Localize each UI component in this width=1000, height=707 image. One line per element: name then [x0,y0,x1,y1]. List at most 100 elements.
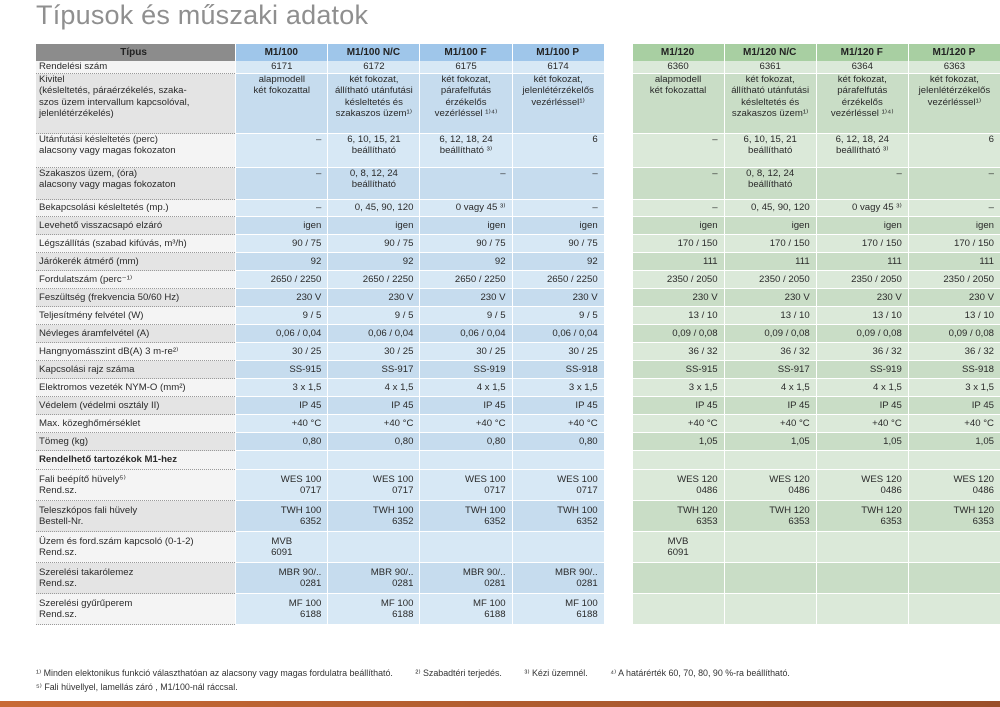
value-cell: +40 °C [907,415,1000,433]
value-cell: 0, 45, 90, 120 [723,200,816,217]
value-text: 13 / 10 [872,309,902,321]
value-cell: 0,09 / 0,08 [631,325,724,343]
value-text: 2650 / 2250 [270,273,322,285]
value-text: SS-918 [565,363,598,375]
value-cell: SS-918 [907,361,1000,379]
value-text: 170 / 150 [953,237,994,249]
value-cell: 2350 / 2050 [907,271,1000,289]
value-text: 111 [979,255,994,267]
value-cell: 0,80 [511,433,604,451]
value-text: vezérléssel¹⁾ [927,96,982,108]
row-label-text: Járókerék átmérő (mm) [39,255,139,267]
value-cell: 36 / 32 [631,343,724,361]
value-cell [631,451,724,470]
value-cell: két fokozat, párafelfutás érzékelős vezérlé… [815,74,908,134]
row-label: Rendelési szám [36,61,236,74]
value-cell: 0,06 / 0,04 [419,325,512,343]
row-label: Szakaszos üzem, (óra) alacsony vagy magas… [36,168,236,200]
value-cell: igen [723,217,816,235]
table-row: Szakaszos üzem, (óra) alacsony vagy magas… [36,168,1000,200]
value-cell [907,532,1000,563]
value-text: 9 / 5 [578,309,598,321]
value-cell: 6363 [907,61,1000,74]
value-text: IP 45 [391,399,414,411]
value-text: 36 / 32 [964,345,994,357]
row-label-text: Teleszkópos fali hüvely [39,504,138,516]
value-text: WES 120 [769,473,810,485]
value-cell: 92 [419,253,512,271]
value-text: 230 V [480,291,506,303]
table-row: Elektromos vezeték NYM-O (mm²) 3 x 1,5 4 x… [36,379,1000,397]
model-header: M1/100 N/C [327,44,420,61]
table-row: Üzem és ford.szám kapcsoló (0-1-2) Rend.s… [36,532,1000,563]
value-cell: – [631,168,724,200]
value-cell: +40 °C [419,415,512,433]
value-cell: igen [815,217,908,235]
value-text: 92 [586,255,598,267]
value-cell: 0,80 [235,433,328,451]
value-text: 0,80 [486,435,506,447]
column-gap [603,74,632,134]
row-label: Max. közeghőmérséklet [36,415,236,433]
value-text: 6352 [576,516,598,527]
value-text: 6, 10, 15, 21 [347,134,401,145]
value-text: 2650 / 2250 [454,273,506,285]
value-cell: 6, 12, 18, 24 beállítható ³⁾ [815,134,908,168]
value-cell: 0 vagy 45 ³⁾ [419,200,512,217]
row-label: Fordulatszám (perc⁻¹⁾ [36,271,236,289]
value-cell [327,532,420,563]
table-row: Rendelési szám 6171 6172 6175 6174 6360 6361 63… [36,61,1000,74]
value-cell: 2350 / 2050 [723,271,816,289]
value-cell: 4 x 1,5 [723,379,816,397]
value-cell: IP 45 [235,397,328,415]
value-cell: 6171 [235,61,328,74]
value-cell: – [631,134,724,168]
value-text: 230 V [388,291,414,303]
value-text: 111 [703,255,718,267]
value-text: 36 / 32 [688,345,718,357]
header-row: Típus M1/100 M1/100 N/C M1/100 F M1/100 P M1/… [36,44,1000,61]
value-text: IP 45 [879,399,902,411]
value-cell: +40 °C [235,415,328,433]
value-cell [723,532,816,563]
table-row: Utánfutási késleltetés (perc) alacsony va… [36,134,1000,168]
table-row: Hangnyomásszint dB(A) 3 m-re²⁾ 30 / 25 30 … [36,343,1000,361]
column-gap [603,168,632,200]
table-row: Védelem (védelmi osztály II) IP 45 IP 45 IP… [36,397,1000,415]
value-cell: 230 V [419,289,512,307]
value-text: 0,80 [302,435,322,447]
value-text: MBR 90/.. [370,566,414,578]
value-text: 1,05 [791,435,810,447]
value-text: 170 / 150 [769,237,810,249]
value-cell: 90 / 75 [511,235,604,253]
value-text: MVB [667,535,689,547]
value-text: – [712,134,718,145]
column-gap [603,361,632,379]
value-text: IP 45 [695,399,718,411]
value-text: párafelfutás [837,85,888,97]
value-text: 6361 [759,61,781,73]
value-text: igen [579,219,598,231]
column-gap [603,134,632,168]
value-text: 0,09 / 0,08 [948,327,994,339]
value-cell: 6, 10, 15, 21 beállítható [327,134,420,168]
value-text: – [896,168,902,179]
value-cell [631,563,724,594]
table-row: Levehető visszacsapó elzáró igen igen igen i… [36,217,1000,235]
row-label-text: Max. közeghőmérséklet [39,417,141,429]
value-text: 6175 [455,61,477,73]
model-header: M1/100 P [511,44,604,61]
value-text: 90 / 75 [476,237,506,249]
row-label: Üzem és ford.szám kapcsoló (0-1-2) Rend.s… [36,532,236,563]
value-cell: 230 V [815,289,908,307]
value-text: TWH 120 [953,504,994,516]
footnote-5: ⁵⁾ Fali hüvellyel, lamellás záró , M1/10… [36,682,238,692]
value-text: TWH 120 [861,504,902,516]
value-text: – [712,202,718,214]
value-cell: 1,05 [631,433,724,451]
bottom-decor-bar [0,701,1000,707]
value-cell: 230 V [235,289,328,307]
value-text: 4 x 1,5 [476,381,506,393]
value-cell: 6 [511,134,604,168]
value-text: 0 vagy 45 ³⁾ [455,202,506,214]
